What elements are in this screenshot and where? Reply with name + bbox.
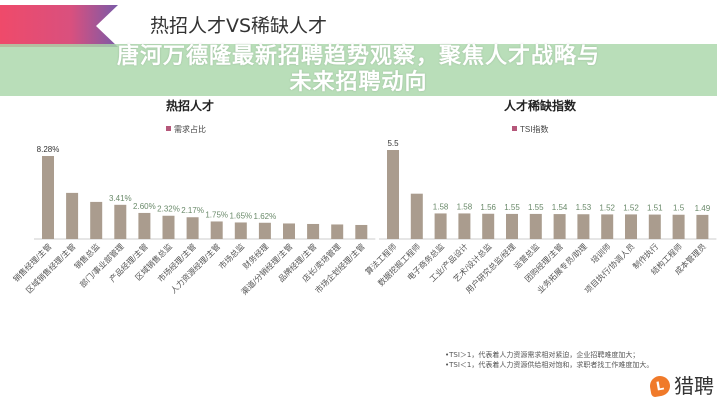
data-label: 1.51: [647, 204, 663, 213]
data-label: 2.60%: [133, 202, 156, 211]
chart-title: 热招人才: [166, 98, 214, 113]
legend-swatch: [512, 126, 517, 131]
bar: [90, 201, 103, 239]
data-label: 1.53: [576, 203, 592, 212]
data-label: 1.58: [457, 202, 473, 211]
legend-label: 需求占比: [174, 124, 206, 134]
bar: [138, 212, 151, 239]
bar: [355, 224, 368, 239]
data-label: 1.54: [552, 203, 568, 212]
bar: [331, 224, 344, 239]
bar: [482, 213, 495, 239]
bar: [553, 214, 566, 239]
title-banner: 唐河万德隆最新招聘趋势观察，聚焦人才战略与 未来招聘动向: [0, 44, 717, 96]
banner-title-line2: 未来招聘动向: [289, 70, 428, 95]
bar: [696, 214, 709, 239]
legend-swatch: [166, 126, 171, 131]
bar: [458, 213, 471, 239]
data-label: 1.62%: [254, 212, 277, 221]
ribbon-decoration: [0, 5, 118, 47]
bar: [186, 217, 199, 239]
data-label: 3.41%: [109, 194, 132, 203]
bar: [210, 221, 223, 239]
bar: [387, 150, 399, 239]
data-label: 8.28%: [37, 145, 60, 154]
note-line: •TSI＞1，代表着人力资源需求相对紧迫，企业招聘难度加大；: [445, 351, 640, 359]
legend-label: TSI指数: [520, 124, 548, 134]
data-label: 1.55: [504, 203, 520, 212]
bar: [283, 223, 295, 239]
data-label: 1.52: [623, 203, 639, 212]
chart-title: 人才稀缺指数: [504, 98, 577, 113]
bar: [529, 213, 542, 239]
banner-title-line1: 唐河万德隆最新招聘趋势观察，聚焦人才战略与: [116, 44, 600, 69]
bar: [434, 213, 447, 239]
data-label: 2.17%: [181, 206, 204, 215]
tsi-notes: •TSI＞1，代表着人力资源需求相对紧迫，企业招聘难度加大； •TSI＜1，代表…: [445, 350, 653, 370]
logo-text: 猎聘: [674, 374, 714, 398]
bar: [648, 214, 661, 239]
data-label: 1.52: [599, 203, 615, 212]
bar: [577, 214, 590, 239]
liepin-logo-icon: L: [648, 374, 672, 398]
data-label: 5.5: [387, 139, 399, 148]
bar: [258, 222, 271, 239]
data-label: 1.75%: [205, 210, 228, 219]
bar: [234, 222, 247, 239]
bar: [114, 204, 127, 239]
bar: [42, 156, 54, 239]
data-label: 1.65%: [229, 211, 252, 220]
data-label: 1.58: [433, 202, 449, 211]
bar: [307, 223, 320, 239]
bar: [162, 215, 175, 239]
category-label: 市场总监: [217, 241, 247, 271]
bar: [601, 214, 614, 239]
section-heading: 热招人才VS稀缺人才: [150, 15, 328, 37]
data-label: 1.55: [528, 203, 544, 212]
data-label: 1.56: [480, 203, 496, 212]
bar: [625, 214, 637, 239]
bar: [66, 192, 79, 239]
data-label: 2.32%: [157, 205, 180, 214]
category-label: 数据挖掘工程师: [376, 241, 423, 288]
data-label: 1.5: [673, 204, 685, 213]
bar: [410, 193, 423, 239]
bar: [672, 214, 685, 239]
liepin-logo: L 猎聘: [648, 374, 714, 398]
bar: [506, 213, 518, 239]
note-line: •TSI＜1，代表着人力资源供给相对饱和，求职者找工作难度加大。: [445, 361, 654, 369]
data-label: 1.49: [695, 204, 711, 213]
category-label: 部门/事业部管理: [77, 241, 125, 289]
